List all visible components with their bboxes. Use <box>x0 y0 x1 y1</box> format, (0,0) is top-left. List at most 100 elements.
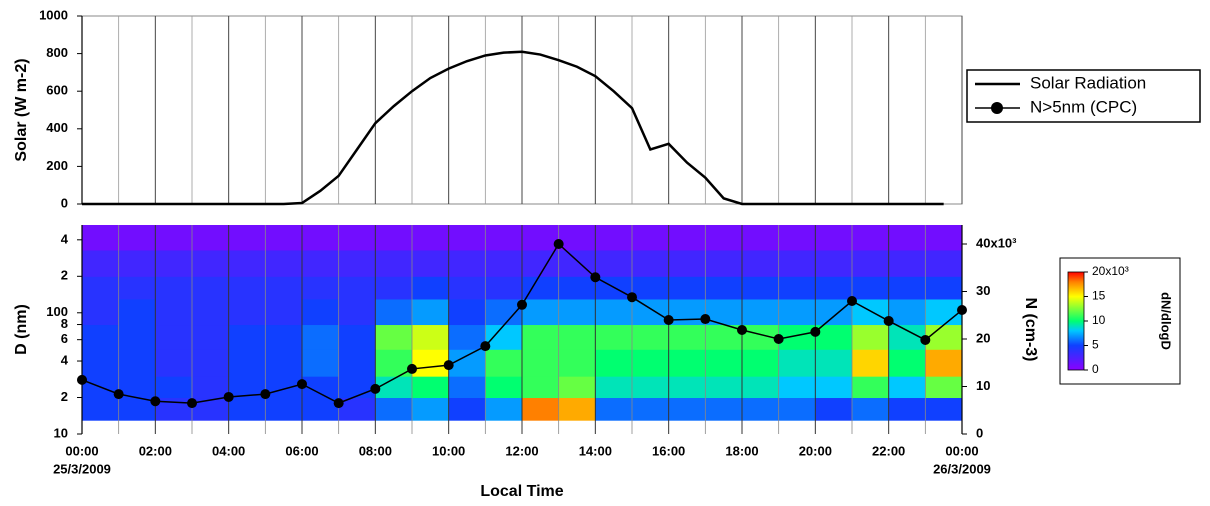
heatmap-cell <box>412 298 450 326</box>
colorbar-tick-label: 5 <box>1092 338 1099 352</box>
series-marker <box>737 324 747 335</box>
heatmap-cell <box>742 349 780 377</box>
heatmap-cell <box>155 225 193 251</box>
series-marker <box>553 239 564 249</box>
heatmap-cell <box>155 324 193 350</box>
heatmap-cell <box>82 225 120 251</box>
y-tick-label: 2 <box>61 268 68 283</box>
heatmap-cell <box>852 298 890 326</box>
heatmap-cell <box>632 225 670 251</box>
heatmap-cell <box>485 349 523 377</box>
heatmap-cell <box>925 249 963 277</box>
heatmap-cell <box>632 397 670 421</box>
y-tick-label: 1000 <box>39 7 68 22</box>
heatmap-cell <box>925 225 963 251</box>
heatmap-cell <box>375 397 413 421</box>
heatmap-cell <box>595 298 633 326</box>
heatmap-cell <box>778 397 816 421</box>
heatmap-cell <box>228 397 266 421</box>
date-label: 25/3/2009 <box>53 461 111 476</box>
y-tick-label: 4 <box>61 352 69 367</box>
heatmap-cell <box>375 249 413 277</box>
heatmap-cell <box>82 324 120 350</box>
heatmap-cell <box>192 249 230 277</box>
heatmap-cell <box>412 249 450 277</box>
heatmap-cell <box>485 276 523 300</box>
y-tick-label: 10 <box>54 425 68 440</box>
heatmap-cell <box>705 225 743 251</box>
y-tick-label: 2 <box>61 389 68 404</box>
heatmap-cell <box>815 276 853 300</box>
y2-tick-label: 40x10³ <box>976 235 1017 250</box>
x-tick-label: 12:00 <box>505 443 538 458</box>
heatmap-cell <box>192 225 230 251</box>
heatmap-cell <box>192 324 230 350</box>
series-marker <box>260 389 271 400</box>
y-tick-label: 0 <box>61 195 68 210</box>
heatmap-cell <box>742 225 780 251</box>
series-marker <box>663 315 674 325</box>
series-marker <box>77 374 87 385</box>
heatmap-cell <box>228 276 266 300</box>
series-marker <box>810 326 821 337</box>
heatmap-cell <box>412 349 450 377</box>
heatmap-cell <box>265 249 303 277</box>
heatmap-cell <box>448 225 486 251</box>
heatmap-cell <box>888 225 926 251</box>
colorbar-title: dN/dlogD <box>1159 292 1174 350</box>
heatmap-cell <box>632 298 670 326</box>
heatmap-cell <box>668 225 706 251</box>
heatmap-cell <box>888 249 926 277</box>
heatmap-cell <box>302 276 340 300</box>
heatmap-cell <box>522 397 560 421</box>
heatmap-cell <box>82 349 120 377</box>
heatmap-cell <box>302 349 340 377</box>
heatmap-cell <box>228 376 266 399</box>
x-tick-label: 04:00 <box>212 443 245 458</box>
heatmap-cell <box>925 376 963 399</box>
x-tick-label: 08:00 <box>359 443 392 458</box>
x-tick-label: 16:00 <box>652 443 685 458</box>
heatmap-cell <box>705 249 743 277</box>
y-tick-label: 800 <box>46 45 68 60</box>
y2-tick-label: 10 <box>976 378 990 393</box>
heatmap-cell <box>778 298 816 326</box>
heatmap-cell <box>265 324 303 350</box>
x-tick-label: 20:00 <box>799 443 832 458</box>
x-tick-label: 06:00 <box>285 443 318 458</box>
heatmap-cell <box>668 397 706 421</box>
heatmap-cell <box>925 349 963 377</box>
heatmap-cell <box>118 249 156 277</box>
series-marker <box>187 398 197 409</box>
heatmap-cell <box>155 249 193 277</box>
heatmap-cell <box>118 397 156 421</box>
heatmap-cell <box>705 397 743 421</box>
heatmap-cell <box>412 225 450 251</box>
heatmap-cell <box>448 276 486 300</box>
heatmap-cell <box>448 376 486 399</box>
heatmap-cell <box>815 225 853 251</box>
heatmap-cell <box>558 324 596 350</box>
heatmap-cell <box>595 376 633 399</box>
heatmap-cell <box>632 324 670 350</box>
heatmap-cell <box>192 349 230 377</box>
heatmap-cell <box>668 298 706 326</box>
heatmap-cell <box>375 349 413 377</box>
heatmap-cell <box>815 324 853 350</box>
heatmap-cell <box>375 376 413 399</box>
legend-label: Solar Radiation <box>1030 73 1146 92</box>
colorbar-tick-label: 0 <box>1092 362 1099 376</box>
x-tick-label: 22:00 <box>872 443 905 458</box>
heatmap-cell <box>632 376 670 399</box>
heatmap-cell <box>595 397 633 421</box>
x-tick-label: 10:00 <box>432 443 465 458</box>
y-axis-title: D (nm) <box>13 304 30 355</box>
heatmap-cell <box>778 249 816 277</box>
legend: Solar Radiation N>5nm (CPC) <box>966 69 1201 123</box>
heatmap-cell <box>815 397 853 421</box>
heatmap-cell <box>742 397 780 421</box>
series-marker <box>150 396 161 407</box>
heatmap-cell <box>558 298 596 326</box>
heatmap-cell <box>558 349 596 377</box>
y-tick-label: 6 <box>61 331 68 346</box>
